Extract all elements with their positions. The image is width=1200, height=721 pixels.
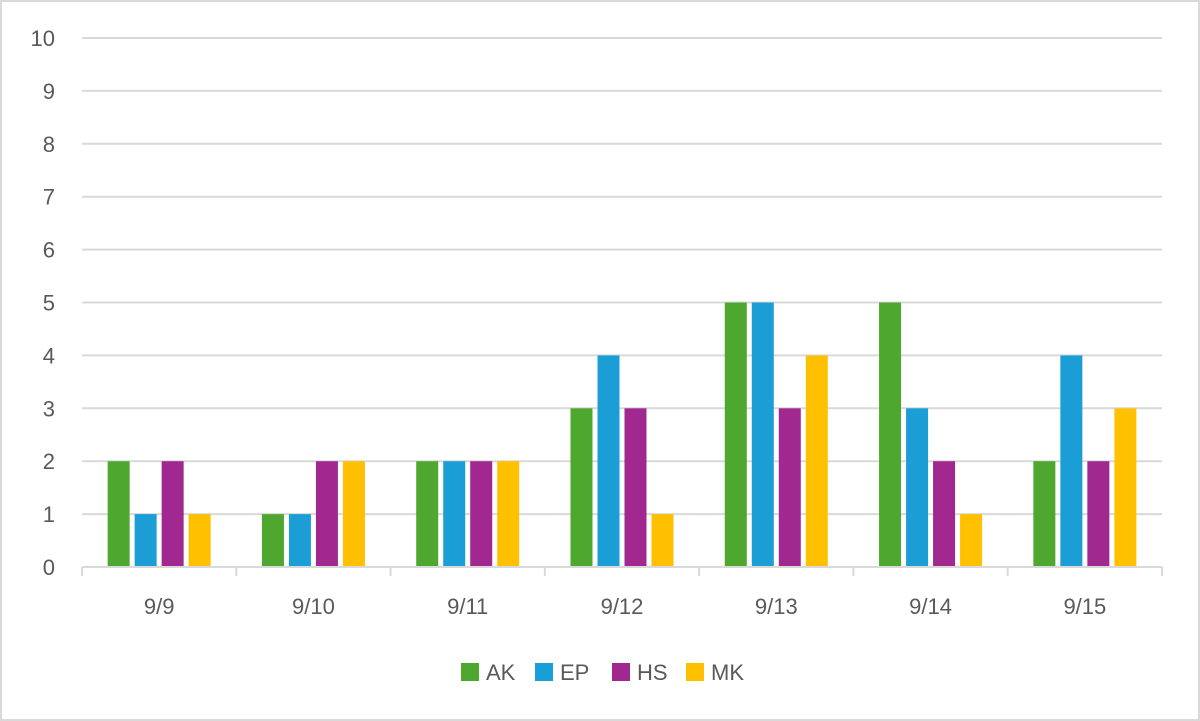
bar-hs-9/10 — [315, 461, 338, 567]
legend-label: EP — [560, 660, 589, 685]
legend-swatch — [535, 663, 553, 681]
bars — [107, 302, 1137, 567]
bar-ak-9/13 — [724, 302, 747, 567]
legend-label: AK — [486, 660, 516, 685]
legend-swatch — [612, 663, 630, 681]
x-axis — [81, 566, 1163, 576]
x-tick-label: 9/15 — [1063, 594, 1106, 619]
bar-mk-9/11 — [497, 461, 520, 567]
gridlines — [82, 37, 1162, 516]
bar-mk-9/9 — [188, 514, 211, 567]
bar-ep-9/13 — [751, 302, 774, 567]
x-tick-label: 9/9 — [144, 594, 175, 619]
y-tick-label: 7 — [43, 185, 55, 210]
bar-ak-9/15 — [1033, 461, 1056, 567]
x-tick-label: 9/13 — [755, 594, 798, 619]
legend-swatch — [461, 663, 479, 681]
x-tick-label: 9/14 — [909, 594, 952, 619]
legend-label: HS — [637, 660, 668, 685]
bar-ak-9/11 — [416, 461, 439, 567]
bar-ak-9/12 — [570, 408, 593, 567]
legend: AK EP HS MK — [461, 660, 744, 685]
y-tick-label: 8 — [43, 132, 55, 157]
bar-ak-9/10 — [261, 514, 284, 567]
bar-hs-9/9 — [161, 461, 184, 567]
legend-item-ak: AK — [461, 660, 516, 685]
bar-ep-9/14 — [906, 408, 929, 567]
y-tick-label: 0 — [43, 555, 55, 580]
y-tick-label: 1 — [43, 502, 55, 527]
y-tick-label: 2 — [43, 449, 55, 474]
bar-mk-9/13 — [805, 355, 828, 567]
y-axis-tick-labels: 0 1 2 3 4 5 6 7 8 9 10 — [31, 26, 55, 580]
bar-ep-9/12 — [597, 355, 620, 567]
x-tick-label: 9/12 — [601, 594, 644, 619]
y-tick-label: 3 — [43, 396, 55, 421]
bar-hs-9/11 — [470, 461, 493, 567]
y-tick-label: 9 — [43, 79, 55, 104]
y-tick-label: 6 — [43, 238, 55, 263]
bar-mk-9/14 — [960, 514, 983, 567]
bar-mk-9/12 — [651, 514, 674, 567]
bar-hs-9/12 — [624, 408, 647, 567]
y-tick-label: 4 — [43, 343, 55, 368]
bar-ep-9/11 — [443, 461, 466, 567]
x-tick-label: 9/11 — [447, 594, 488, 619]
bar-hs-9/14 — [933, 461, 956, 567]
x-axis-tick-labels: 9/9 9/10 9/11 9/12 9/13 9/14 9/15 — [144, 594, 1106, 619]
bar-ak-9/9 — [107, 461, 130, 567]
bar-ep-9/10 — [288, 514, 311, 567]
bar-hs-9/15 — [1087, 461, 1110, 567]
legend-item-mk: MK — [686, 660, 744, 685]
legend-label: MK — [711, 660, 744, 685]
bar-mk-9/15 — [1114, 408, 1137, 567]
bar-ep-9/9 — [134, 514, 157, 567]
y-tick-label: 5 — [43, 291, 55, 316]
y-tick-label: 10 — [31, 26, 55, 51]
legend-item-ep: EP — [535, 660, 589, 685]
bar-ak-9/14 — [879, 302, 902, 567]
legend-swatch — [686, 663, 704, 681]
bar-ep-9/15 — [1060, 355, 1083, 567]
x-tick-label: 9/10 — [292, 594, 335, 619]
legend-item-hs: HS — [612, 660, 668, 685]
bar-mk-9/10 — [342, 461, 365, 567]
bar-hs-9/13 — [778, 408, 801, 567]
